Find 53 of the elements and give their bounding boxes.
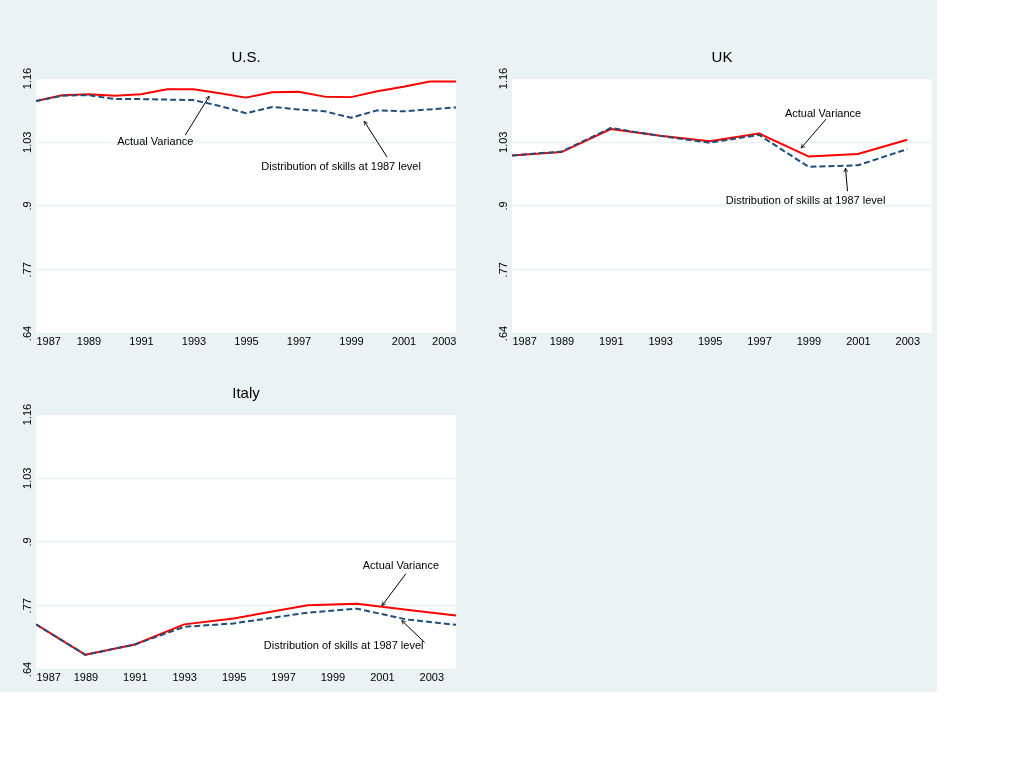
- x-tick-label: 1997: [747, 334, 772, 347]
- y-tick-label: .77: [20, 262, 33, 278]
- chart-title: Italy: [232, 384, 261, 402]
- x-tick-label: 2003: [895, 334, 921, 347]
- y-tick-label: 1.03: [20, 131, 33, 153]
- x-tick-label: 1987: [36, 334, 61, 347]
- x-tick-label: 1995: [697, 334, 723, 347]
- x-tick-label: 1995: [234, 334, 259, 347]
- y-tick-label: .77: [496, 262, 509, 278]
- x-tick-label: 1997: [271, 670, 296, 683]
- x-tick-label: 2001: [370, 670, 395, 683]
- x-tick-label: 1991: [123, 670, 148, 683]
- x-tick-label: 1993: [648, 334, 673, 347]
- annotation: Actual Variance: [784, 107, 862, 120]
- x-tick-label: 1999: [320, 670, 346, 683]
- annotation: Distribution of skills at 1987 level: [725, 194, 886, 207]
- annotation: Actual Variance: [362, 558, 439, 571]
- x-tick-label: 2003: [419, 670, 445, 683]
- annotation: Actual Variance: [117, 135, 194, 148]
- annotation: Distribution of skills at 1987 level: [261, 160, 421, 173]
- y-tick-label: .64: [496, 325, 509, 342]
- x-tick-label: 1997: [286, 334, 312, 347]
- chart-title: UK: [711, 48, 733, 66]
- y-tick-label: .64: [20, 661, 33, 678]
- y-tick-label: 1.16: [20, 67, 33, 90]
- x-tick-label: 1989: [73, 670, 99, 683]
- x-tick-label: 1989: [76, 334, 102, 347]
- y-tick-label: .9: [496, 201, 509, 211]
- y-tick-label: .9: [20, 201, 33, 211]
- x-tick-label: 1991: [129, 334, 154, 347]
- x-tick-label: 2001: [391, 334, 417, 347]
- x-tick-label: 1999: [796, 334, 822, 347]
- y-tick-label: 1.03: [20, 467, 33, 489]
- x-tick-label: 1995: [221, 670, 247, 683]
- x-tick-label: 1993: [181, 334, 207, 347]
- line-series: [36, 94, 456, 119]
- chart-title: U.S.: [231, 48, 261, 66]
- y-tick-label: .9: [20, 537, 33, 547]
- x-tick-label: 1987: [36, 670, 61, 683]
- x-tick-label: 2003: [432, 334, 457, 347]
- y-tick-label: .77: [20, 598, 33, 614]
- line-series: [36, 80, 456, 103]
- y-tick-label: 1.03: [496, 131, 509, 153]
- x-tick-label: 2001: [846, 334, 871, 347]
- annotation: Distribution of skills at 1987 level: [263, 639, 424, 652]
- y-tick-label: 1.16: [496, 67, 509, 90]
- x-tick-label: 1999: [339, 334, 364, 347]
- x-tick-label: 1987: [512, 334, 537, 347]
- y-tick-label: .64: [20, 325, 33, 342]
- x-tick-label: 1989: [549, 334, 575, 347]
- x-tick-label: 1993: [172, 670, 197, 683]
- y-tick-label: 1.16: [20, 403, 33, 426]
- x-tick-label: 1991: [599, 334, 624, 347]
